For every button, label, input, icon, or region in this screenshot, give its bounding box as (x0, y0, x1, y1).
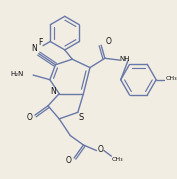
Text: CH₃: CH₃ (111, 157, 123, 162)
Text: CH₃: CH₃ (165, 76, 177, 81)
Text: H₂N: H₂N (10, 71, 24, 77)
Text: N: N (50, 87, 56, 96)
Text: O: O (65, 156, 72, 165)
Text: O: O (106, 37, 112, 46)
Text: N: N (31, 44, 37, 54)
Text: O: O (97, 145, 103, 154)
Text: S: S (78, 113, 83, 122)
Text: O: O (26, 112, 32, 122)
Text: NH: NH (119, 56, 130, 62)
Text: F: F (38, 38, 42, 47)
